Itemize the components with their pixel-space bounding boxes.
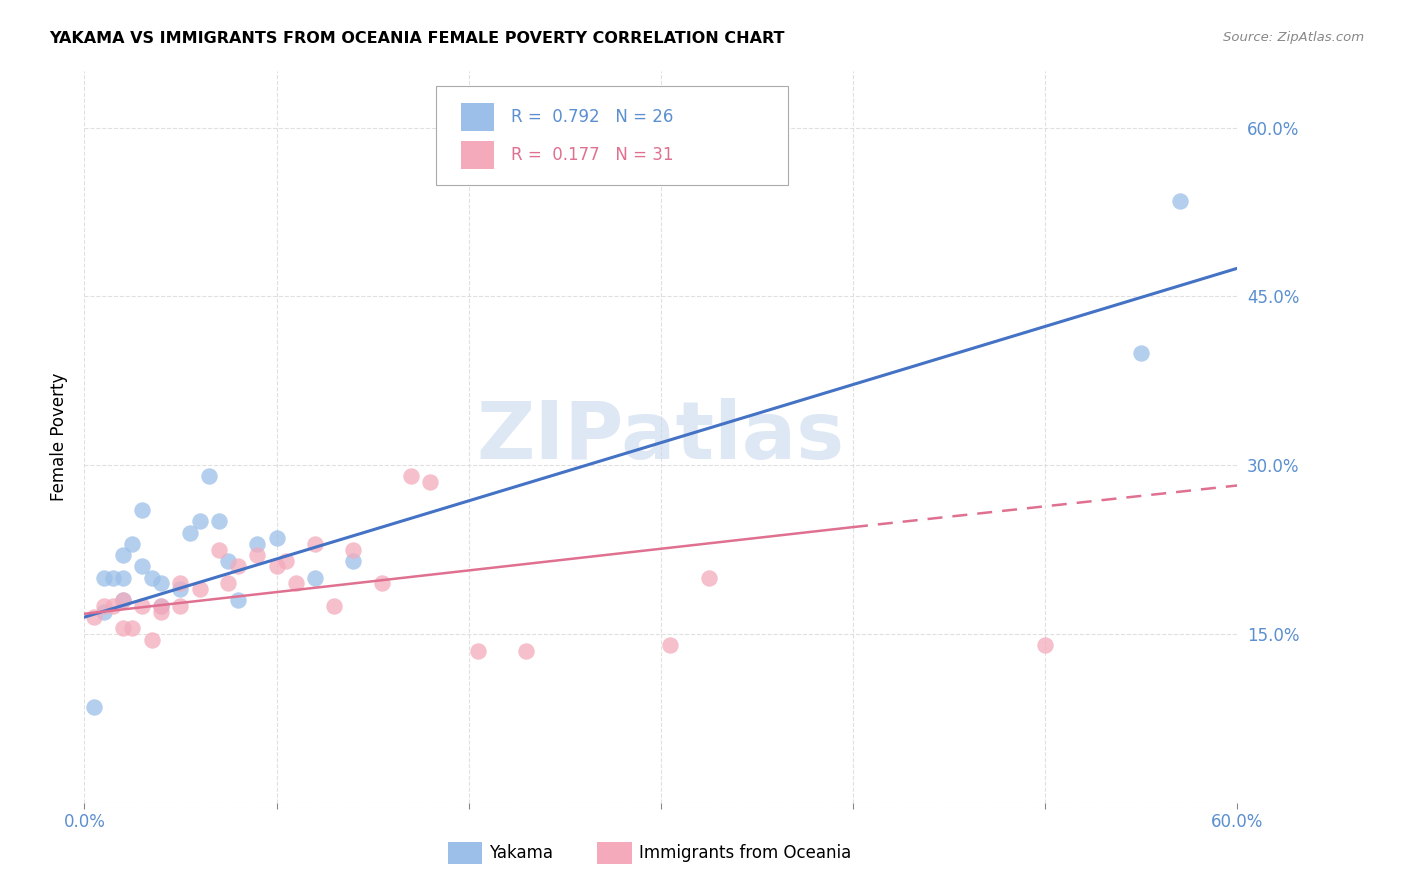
Point [150, 599, 173, 613]
Y-axis label: Female Poverty: Female Poverty [49, 373, 67, 501]
Point [284, 576, 307, 591]
Point [1168, 194, 1191, 208]
Text: Source: ZipAtlas.com: Source: ZipAtlas.com [1223, 31, 1364, 45]
Point [304, 571, 326, 585]
Point [208, 515, 231, 529]
Point [399, 469, 422, 483]
Text: Immigrants from Oceania: Immigrants from Oceania [638, 844, 851, 862]
Point [111, 593, 134, 607]
Point [323, 599, 346, 613]
FancyBboxPatch shape [436, 86, 787, 185]
Point [169, 599, 191, 613]
Point [150, 605, 173, 619]
Point [169, 582, 191, 596]
Point [93, 599, 115, 613]
Point [218, 554, 240, 568]
Point [659, 638, 682, 652]
Point [697, 571, 720, 585]
Point [103, 571, 124, 585]
Point [226, 559, 249, 574]
Point [218, 576, 240, 591]
Point [83, 700, 105, 714]
Point [131, 559, 153, 574]
Point [188, 582, 211, 596]
Point [121, 537, 143, 551]
Point [304, 537, 326, 551]
Point [141, 571, 163, 585]
Point [188, 515, 211, 529]
Point [1033, 638, 1056, 652]
Bar [447, 841, 482, 863]
Point [342, 542, 364, 557]
Bar [461, 103, 494, 131]
Point [246, 537, 269, 551]
Point [226, 593, 249, 607]
Point [419, 475, 441, 489]
Text: ZIPatlas: ZIPatlas [477, 398, 845, 476]
Point [150, 576, 173, 591]
Point [179, 525, 201, 540]
Point [150, 599, 173, 613]
Point [208, 542, 231, 557]
Point [111, 593, 134, 607]
Point [467, 644, 489, 658]
Point [93, 571, 115, 585]
Point [111, 548, 134, 562]
Text: YAKAMA VS IMMIGRANTS FROM OCEANIA FEMALE POVERTY CORRELATION CHART: YAKAMA VS IMMIGRANTS FROM OCEANIA FEMALE… [49, 31, 785, 46]
Point [83, 610, 105, 624]
Point [169, 576, 191, 591]
Point [276, 554, 298, 568]
Point [141, 632, 163, 647]
Text: R =  0.177   N = 31: R = 0.177 N = 31 [510, 146, 673, 164]
Point [515, 644, 537, 658]
Text: Yakama: Yakama [489, 844, 553, 862]
Point [111, 621, 134, 635]
Point [1130, 345, 1153, 359]
Point [198, 469, 221, 483]
Point [266, 532, 288, 546]
Point [266, 559, 288, 574]
Point [131, 503, 153, 517]
Text: R =  0.792   N = 26: R = 0.792 N = 26 [510, 108, 673, 127]
Point [342, 554, 364, 568]
Point [371, 576, 394, 591]
Point [103, 599, 124, 613]
Point [246, 548, 269, 562]
Point [131, 599, 153, 613]
Bar [461, 141, 494, 169]
Point [93, 605, 115, 619]
Point [111, 571, 134, 585]
Bar [598, 841, 633, 863]
Point [121, 621, 143, 635]
